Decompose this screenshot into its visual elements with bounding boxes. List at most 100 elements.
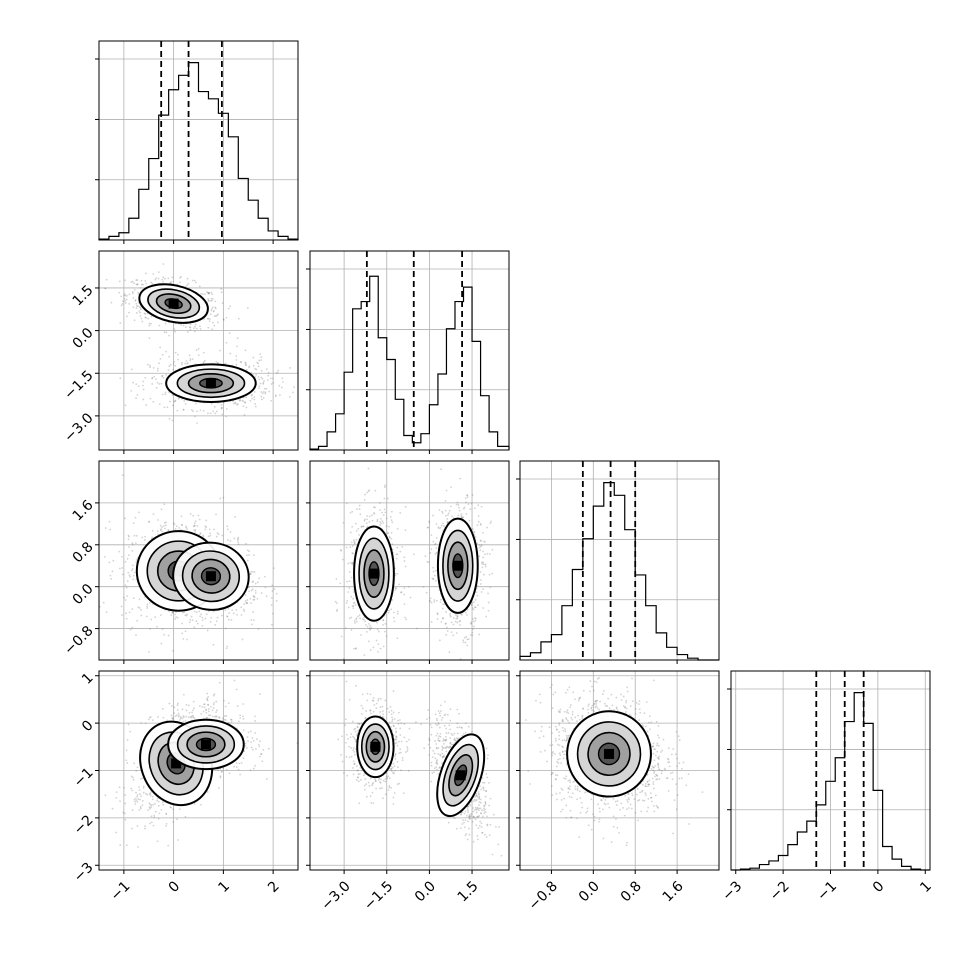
scatter-point: [165, 331, 168, 334]
scatter-point: [188, 711, 191, 714]
scatter-point: [478, 544, 481, 546]
scatter-point: [140, 722, 143, 725]
scatter-point: [136, 283, 139, 286]
scatter-point: [163, 633, 166, 636]
y-tick-label: 0.0: [70, 581, 97, 608]
scatter-point: [383, 486, 386, 489]
scatter-point: [204, 617, 207, 620]
scatter-point: [482, 588, 484, 591]
scatter-point: [248, 590, 251, 593]
scatter-point: [455, 614, 457, 616]
scatter-point: [109, 528, 112, 531]
scatter-point: [442, 617, 444, 620]
scatter-point: [175, 525, 178, 528]
scatter-point: [354, 522, 357, 525]
scatter-point: [462, 639, 465, 642]
scatter-point: [120, 605, 123, 608]
scatter-point: [267, 379, 269, 381]
scatter-point: [144, 316, 147, 319]
scatter-point: [369, 627, 372, 630]
scatter-point: [151, 719, 154, 722]
scatter-point: [438, 527, 440, 530]
scatter-point: [145, 282, 147, 285]
scatter-point: [208, 318, 211, 321]
scatter-point: [211, 321, 214, 324]
scatter-point: [355, 620, 358, 623]
scatter-point: [424, 555, 427, 558]
scatter-point: [170, 705, 173, 707]
scatter-point: [246, 602, 248, 604]
scatter-point: [363, 518, 366, 521]
scatter-point: [137, 305, 139, 308]
scatter-point: [377, 643, 380, 646]
scatter-point: [169, 282, 172, 285]
scatter-point: [367, 622, 370, 625]
scatter-point: [384, 484, 386, 487]
scatter-point: [472, 628, 474, 631]
scatter-point: [447, 512, 450, 515]
scatter-point: [347, 562, 350, 565]
scatter-point: [263, 380, 265, 383]
scatter-point: [209, 313, 212, 316]
scatter-point: [170, 280, 173, 283]
scatter-point: [226, 615, 228, 618]
scatter-point: [124, 404, 127, 407]
scatter-point: [378, 630, 380, 633]
scatter-point: [192, 709, 194, 712]
scatter-point: [390, 608, 393, 611]
scatter-point: [214, 624, 217, 626]
scatter-point: [181, 361, 183, 364]
panel-frame: [98, 250, 299, 451]
scatter-point: [207, 412, 209, 415]
scatter-point: [236, 345, 238, 348]
scatter-point: [374, 506, 376, 509]
scatter-point: [382, 645, 385, 648]
scatter-point: [146, 793, 149, 796]
scatter-point: [125, 298, 128, 301]
scatter-point: [207, 300, 210, 302]
scatter-point: [217, 362, 219, 364]
scatter-point: [351, 605, 354, 607]
scatter-point: [262, 381, 265, 384]
scatter-point: [252, 364, 255, 367]
scatter-point: [187, 362, 189, 364]
scatter-point: [253, 396, 256, 398]
scatter-point: [125, 295, 128, 297]
scatter-point: [442, 603, 444, 606]
scatter-point: [336, 608, 339, 611]
scatter-point: [452, 634, 455, 637]
scatter-point: [189, 326, 192, 329]
scatter-point: [124, 794, 127, 796]
scatter-point: [466, 494, 469, 497]
scatter-point: [376, 628, 379, 631]
scatter-point: [233, 679, 236, 682]
scatter-point: [154, 810, 157, 813]
scatter-point: [479, 524, 482, 526]
scatter-point: [429, 597, 432, 600]
scatter-point: [426, 560, 429, 563]
scatter-point: [354, 621, 356, 624]
scatter-point: [482, 532, 484, 534]
scatter-point: [366, 518, 368, 521]
scatter-point: [212, 310, 215, 312]
scatter-point: [257, 365, 260, 368]
scatter-point: [194, 323, 197, 326]
scatter-point: [274, 395, 277, 398]
scatter-point: [140, 308, 142, 311]
scatter-point: [182, 409, 185, 411]
scatter-point: [444, 500, 447, 502]
scatter-point: [479, 583, 482, 585]
scatter-point: [459, 623, 461, 626]
scatter-point: [355, 617, 358, 620]
scatter-point: [210, 309, 213, 312]
scatter-point: [379, 520, 382, 523]
x-tick-label: −3: [719, 878, 745, 904]
scatter-point: [152, 513, 155, 516]
scatter-point: [440, 468, 443, 471]
scatter-point: [193, 525, 196, 527]
scatter-point: [335, 602, 338, 605]
scatter-point: [151, 529, 154, 532]
scatter-point: [179, 716, 182, 719]
scatter-point: [119, 322, 122, 324]
scatter-point: [124, 299, 127, 302]
